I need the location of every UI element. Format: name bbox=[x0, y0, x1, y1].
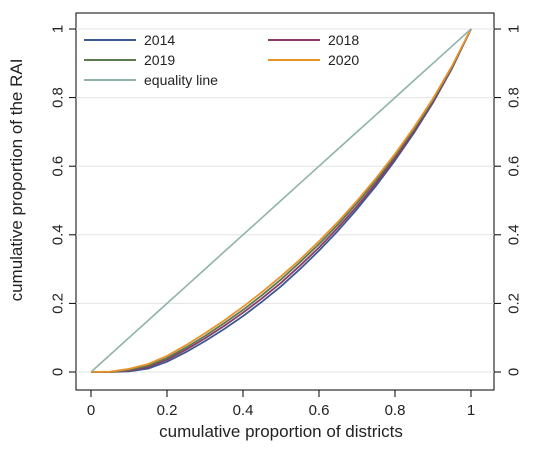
legend-label: 2014 bbox=[144, 32, 175, 48]
legend-label: 2019 bbox=[144, 52, 175, 68]
x-tick-label: 0.4 bbox=[233, 402, 254, 419]
legend-item: equality line bbox=[84, 72, 218, 88]
legend-item: 2018 bbox=[268, 32, 359, 48]
y-tick-label-right: 0.6 bbox=[506, 156, 523, 177]
legend-label: 2018 bbox=[328, 32, 359, 48]
legend-label: 2020 bbox=[328, 52, 359, 68]
legend-item: 2019 bbox=[84, 52, 175, 68]
y-tick-label-left: 1 bbox=[50, 25, 67, 33]
y-tick-label-left: 0 bbox=[50, 368, 67, 376]
x-tick-label: 0.6 bbox=[309, 402, 330, 419]
legend-label: equality line bbox=[144, 72, 218, 88]
y-tick-label-right: 0.2 bbox=[506, 293, 523, 314]
x-tick-label: 0 bbox=[87, 402, 95, 419]
series-line-equality-line bbox=[90, 28, 472, 373]
series-line-2018 bbox=[91, 28, 472, 373]
legend: 2014 2018 2019 2020 equality line bbox=[84, 32, 359, 88]
y-tick-label-right: 1 bbox=[506, 25, 523, 33]
legend-item: 2020 bbox=[268, 52, 359, 68]
x-axis-label: cumulative proportion of districts bbox=[159, 422, 403, 441]
series-line-2019 bbox=[91, 28, 472, 373]
plot-frame bbox=[75, 12, 495, 391]
axis-layer: 0 0 0.2 0.2 0.4 0.4 0.6 0.6 0.8 0.8 1 1 0 0.2 0.4 0.6 0.… bbox=[50, 25, 523, 419]
x-tick-label: 0.2 bbox=[157, 402, 178, 419]
y-tick-label-right: 0.8 bbox=[506, 87, 523, 108]
y-tick-label-left: 0.6 bbox=[50, 156, 67, 177]
x-tick-label: 0.8 bbox=[385, 402, 406, 419]
series-line-2014 bbox=[91, 28, 472, 373]
y-axis-label: cumulative proportion of the RAI bbox=[7, 59, 26, 302]
y-tick-label-left: 0.8 bbox=[50, 87, 67, 108]
x-tick-label: 1 bbox=[467, 402, 475, 419]
series-line-2020 bbox=[90, 28, 472, 373]
series-layer bbox=[90, 28, 472, 373]
y-tick-label-right: 0 bbox=[506, 368, 523, 376]
y-tick-label-left: 0.2 bbox=[50, 293, 67, 314]
grid-layer bbox=[76, 28, 494, 373]
y-tick-label-left: 0.4 bbox=[50, 224, 67, 245]
legend-item: 2014 bbox=[84, 32, 175, 48]
y-tick-label-right: 0.4 bbox=[506, 224, 523, 245]
